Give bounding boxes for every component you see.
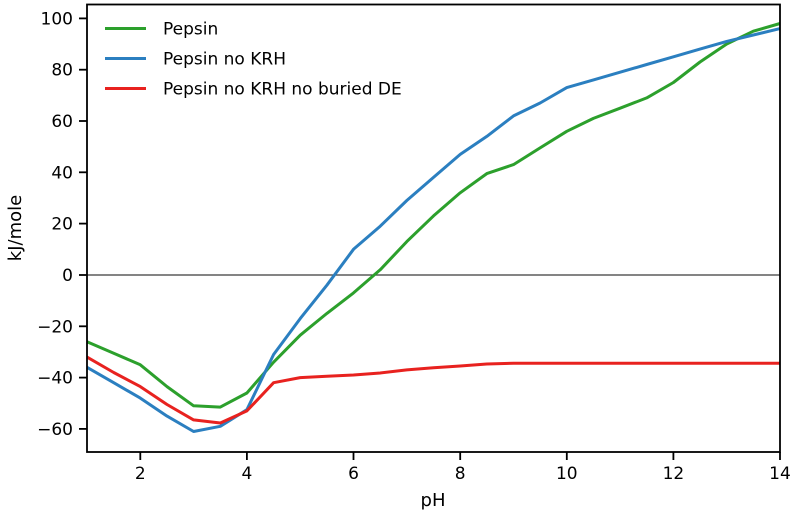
y-tick-label: 20 xyxy=(51,215,73,235)
y-tick-label: 80 xyxy=(51,61,73,81)
x-tick-label: 10 xyxy=(556,464,578,484)
y-tick-label: −60 xyxy=(37,420,73,440)
series-line-2 xyxy=(86,27,781,433)
x-tick-label: 8 xyxy=(455,464,466,484)
y-tick-label: 0 xyxy=(62,266,73,286)
series-line-1 xyxy=(86,22,781,409)
x-tick-label: 4 xyxy=(241,464,252,484)
legend-label-1: Pepsin xyxy=(163,20,218,40)
y-tick-label: −40 xyxy=(37,369,73,389)
series-line-3 xyxy=(86,355,780,425)
x-tick-label: 14 xyxy=(769,464,791,484)
y-tick-label: 60 xyxy=(51,112,73,132)
y-tick-label: 100 xyxy=(41,9,73,29)
y-tick-label: 40 xyxy=(51,163,73,183)
x-tick-label: 6 xyxy=(348,464,359,484)
plot-frame xyxy=(86,3,781,453)
x-tick-label: 2 xyxy=(135,464,146,484)
legend-label-2: Pepsin no KRH xyxy=(163,50,286,70)
x-axis-label: pH xyxy=(421,490,446,511)
y-axis-label: kJ/mole xyxy=(5,195,26,261)
legend-label-3: Pepsin no KRH no buried DE xyxy=(163,80,402,100)
x-tick-label: 12 xyxy=(663,464,685,484)
y-tick-label: −20 xyxy=(37,317,73,337)
